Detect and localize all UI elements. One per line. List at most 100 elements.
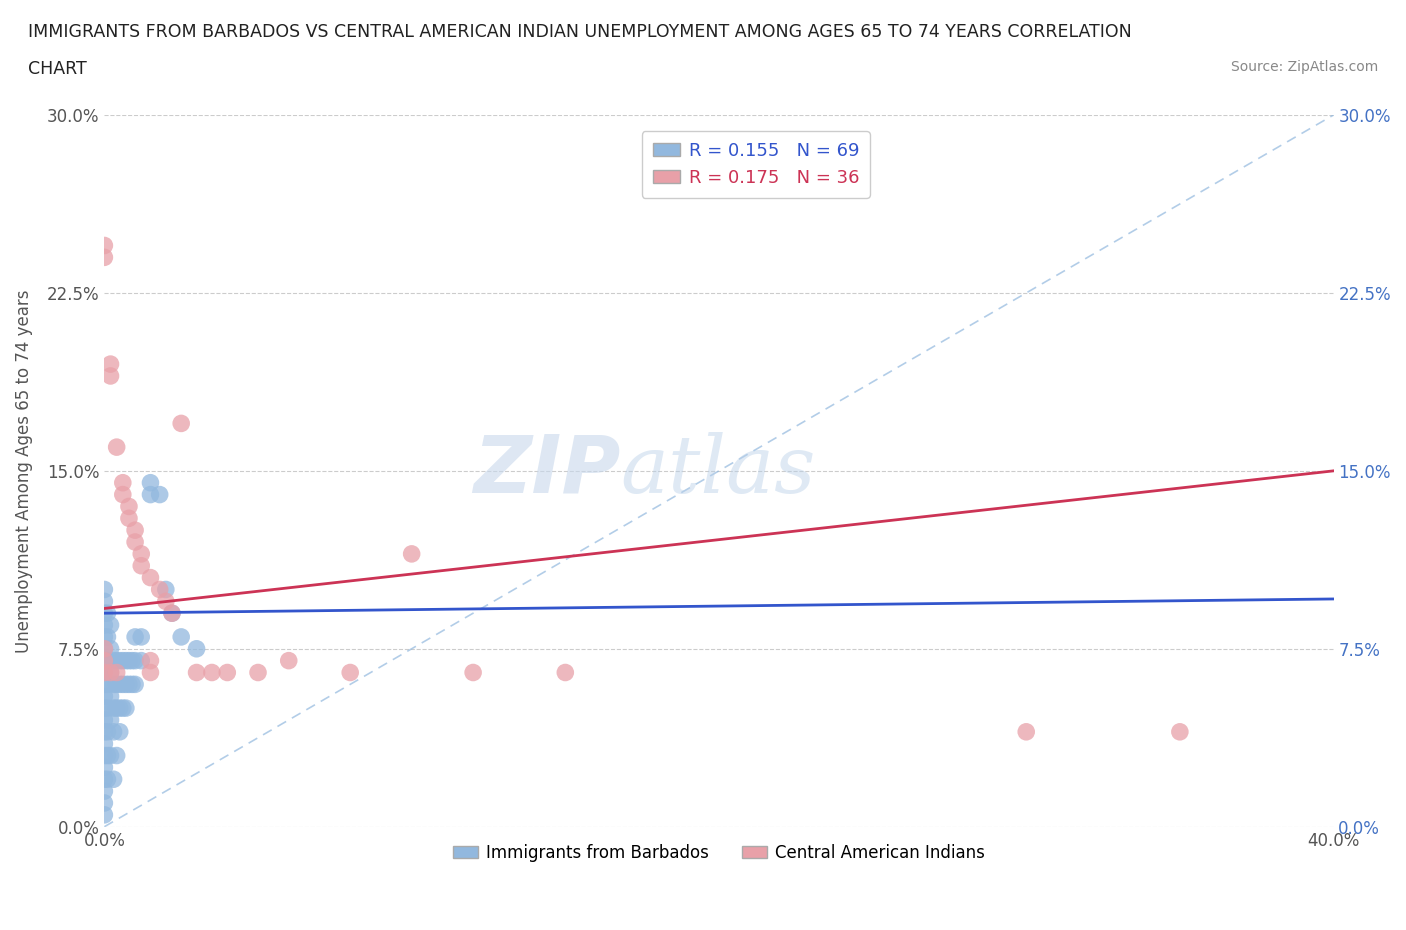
Point bbox=[170, 416, 193, 431]
Point bbox=[124, 535, 146, 550]
Point bbox=[100, 689, 122, 704]
Point bbox=[118, 511, 141, 525]
Point bbox=[118, 677, 141, 692]
Point bbox=[160, 605, 183, 620]
Point bbox=[103, 677, 125, 692]
Point bbox=[186, 642, 208, 657]
Point bbox=[100, 748, 122, 763]
Text: ZIP: ZIP bbox=[474, 432, 620, 510]
Point bbox=[93, 605, 115, 620]
Point bbox=[93, 737, 115, 751]
Point bbox=[93, 784, 115, 799]
Point bbox=[170, 630, 193, 644]
Point bbox=[554, 665, 576, 680]
Point bbox=[1168, 724, 1191, 739]
Point bbox=[129, 558, 152, 573]
Point bbox=[111, 487, 134, 502]
Point bbox=[96, 700, 118, 715]
Point bbox=[115, 653, 138, 668]
Point bbox=[139, 475, 162, 490]
Point bbox=[108, 653, 131, 668]
Point bbox=[93, 642, 115, 657]
Point bbox=[217, 665, 239, 680]
Point bbox=[93, 724, 115, 739]
Point bbox=[93, 653, 115, 668]
Point bbox=[115, 677, 138, 692]
Point bbox=[139, 570, 162, 585]
Point bbox=[139, 653, 162, 668]
Point bbox=[96, 724, 118, 739]
Point bbox=[105, 665, 128, 680]
Point bbox=[93, 665, 115, 680]
Point bbox=[124, 523, 146, 538]
Point bbox=[100, 368, 122, 383]
Point bbox=[93, 250, 115, 265]
Point bbox=[103, 772, 125, 787]
Point bbox=[100, 665, 122, 680]
Point bbox=[93, 642, 115, 657]
Point bbox=[277, 653, 299, 668]
Point bbox=[93, 677, 115, 692]
Point bbox=[93, 618, 115, 632]
Point bbox=[155, 582, 177, 597]
Point bbox=[93, 748, 115, 763]
Point bbox=[96, 605, 118, 620]
Point bbox=[160, 605, 183, 620]
Point bbox=[111, 700, 134, 715]
Point bbox=[105, 748, 128, 763]
Point bbox=[93, 700, 115, 715]
Point bbox=[108, 724, 131, 739]
Point bbox=[121, 677, 143, 692]
Point bbox=[100, 665, 122, 680]
Point bbox=[105, 653, 128, 668]
Point bbox=[93, 712, 115, 727]
Point bbox=[100, 618, 122, 632]
Point bbox=[247, 665, 270, 680]
Point bbox=[108, 700, 131, 715]
Point bbox=[118, 499, 141, 514]
Point bbox=[100, 357, 122, 372]
Text: atlas: atlas bbox=[620, 432, 815, 510]
Point bbox=[129, 547, 152, 562]
Text: CHART: CHART bbox=[28, 60, 87, 78]
Point bbox=[93, 665, 115, 680]
Point bbox=[93, 772, 115, 787]
Y-axis label: Unemployment Among Ages 65 to 74 years: Unemployment Among Ages 65 to 74 years bbox=[15, 289, 32, 653]
Legend: Immigrants from Barbados, Central American Indians: Immigrants from Barbados, Central Americ… bbox=[446, 837, 993, 869]
Point bbox=[155, 594, 177, 609]
Point bbox=[105, 700, 128, 715]
Point bbox=[339, 665, 361, 680]
Point bbox=[201, 665, 224, 680]
Point bbox=[103, 653, 125, 668]
Point bbox=[186, 665, 208, 680]
Point bbox=[105, 677, 128, 692]
Point bbox=[401, 547, 423, 562]
Point bbox=[93, 795, 115, 810]
Point bbox=[96, 677, 118, 692]
Point bbox=[1015, 724, 1038, 739]
Point bbox=[111, 677, 134, 692]
Point bbox=[124, 653, 146, 668]
Point bbox=[149, 487, 172, 502]
Point bbox=[93, 582, 115, 597]
Point bbox=[93, 238, 115, 253]
Point bbox=[93, 689, 115, 704]
Point bbox=[93, 594, 115, 609]
Point bbox=[139, 487, 162, 502]
Point bbox=[115, 700, 138, 715]
Point bbox=[103, 724, 125, 739]
Point bbox=[124, 677, 146, 692]
Point bbox=[111, 475, 134, 490]
Point bbox=[100, 642, 122, 657]
Point bbox=[111, 653, 134, 668]
Point bbox=[105, 440, 128, 455]
Point bbox=[96, 748, 118, 763]
Text: IMMIGRANTS FROM BARBADOS VS CENTRAL AMERICAN INDIAN UNEMPLOYMENT AMONG AGES 65 T: IMMIGRANTS FROM BARBADOS VS CENTRAL AMER… bbox=[28, 23, 1132, 41]
Point bbox=[93, 807, 115, 822]
Point bbox=[93, 630, 115, 644]
Point bbox=[103, 700, 125, 715]
Point bbox=[96, 772, 118, 787]
Point bbox=[100, 712, 122, 727]
Text: Source: ZipAtlas.com: Source: ZipAtlas.com bbox=[1230, 60, 1378, 74]
Point bbox=[118, 653, 141, 668]
